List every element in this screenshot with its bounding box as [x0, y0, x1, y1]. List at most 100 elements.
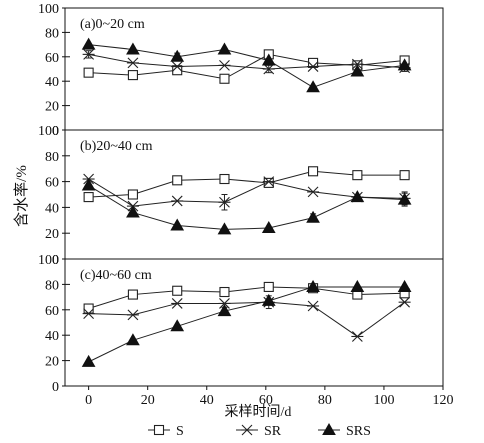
- data-point: [217, 222, 232, 235]
- series-sr: [82, 295, 411, 342]
- x-tick-label: 0: [85, 393, 92, 408]
- data-point: [308, 57, 319, 68]
- legend: S SR SRS: [148, 422, 371, 439]
- data-point: [217, 304, 232, 317]
- y-tick-label: 80: [45, 26, 59, 41]
- legend-marker: [153, 424, 165, 436]
- data-point: [218, 59, 231, 71]
- panel-title: (c)40~60 cm: [80, 268, 152, 283]
- x-tick-label: 100: [373, 393, 394, 408]
- x-axis-label: 采样时间/d: [225, 404, 292, 420]
- data-point: [218, 196, 231, 208]
- data-point: [127, 70, 138, 81]
- legend-item-sr: SR: [236, 424, 282, 439]
- series-srs: [81, 279, 412, 367]
- data-point: [263, 281, 274, 292]
- data-point: [307, 186, 320, 198]
- series-line: [88, 44, 405, 88]
- data-point: [170, 49, 185, 62]
- y-tick-label: 20: [45, 100, 59, 115]
- data-point: [398, 296, 411, 308]
- series-line: [88, 286, 405, 363]
- data-point: [350, 190, 365, 203]
- x-tick-label: 20: [141, 393, 155, 408]
- x-tick-label: 40: [200, 393, 214, 408]
- series-line: [88, 286, 405, 310]
- y-tick-label: 80: [45, 278, 59, 293]
- series-line: [88, 170, 405, 198]
- x-tick-label: 120: [433, 393, 454, 408]
- data-point: [262, 63, 275, 75]
- y-tick-label: 0: [52, 124, 59, 139]
- data-point: [172, 175, 183, 186]
- x-tick-label: 60: [259, 393, 273, 408]
- data-point: [127, 289, 138, 300]
- legend-label: SRS: [346, 424, 371, 439]
- data-point: [219, 73, 230, 84]
- series-line: [88, 53, 405, 70]
- data-point: [170, 319, 185, 332]
- y-tick-label: 40: [45, 201, 59, 216]
- legend-label: SR: [264, 424, 282, 439]
- data-point: [261, 221, 276, 234]
- data-point: [81, 354, 96, 367]
- data-point: [397, 192, 412, 205]
- data-point: [218, 298, 231, 309]
- data-point: [352, 170, 363, 181]
- series-line: [88, 301, 405, 338]
- x-axis-shared: 0 20 40 60 80 100 120: [85, 386, 454, 408]
- data-point: [262, 176, 275, 187]
- y-tick-label: 20: [45, 227, 59, 242]
- data-point: [126, 333, 140, 346]
- data-point: [261, 293, 276, 306]
- legend-label: S: [176, 424, 184, 439]
- data-point: [261, 53, 276, 66]
- y-tick-label: 100: [38, 2, 59, 17]
- series-line: [88, 178, 405, 207]
- y-tick-label: 20: [45, 355, 59, 370]
- legend-item-s: S: [148, 424, 184, 439]
- data-point: [397, 279, 412, 292]
- data-point: [82, 48, 95, 60]
- data-point: [351, 331, 364, 342]
- data-point: [306, 210, 320, 223]
- y-tick-label: 40: [45, 329, 59, 344]
- legend-marker: [241, 424, 253, 436]
- data-point: [351, 58, 364, 70]
- data-point: [399, 170, 410, 181]
- data-point: [219, 286, 230, 298]
- data-point: [308, 166, 319, 177]
- series-sr: [82, 48, 411, 75]
- data-point: [126, 309, 139, 321]
- panel-2: 0 20 40 60 80 100 (b)20~40 cm: [38, 124, 444, 268]
- data-point: [172, 285, 183, 296]
- series-line: [88, 185, 405, 230]
- data-point: [83, 67, 94, 78]
- y-tick-label: 0: [52, 253, 59, 268]
- legend-item-srs: SRS: [318, 422, 371, 439]
- data-point: [306, 279, 320, 292]
- data-point: [81, 178, 96, 191]
- chart-panels: 0 20 40 60 80 100 (a)0~20 cm 0 20 40 60 80 100 (b)20~…: [38, 2, 444, 395]
- y-axis-label: 含水率/%: [13, 165, 30, 227]
- data-point: [83, 192, 94, 203]
- data-point: [126, 205, 140, 218]
- data-point: [82, 308, 95, 319]
- data-point: [172, 65, 183, 76]
- y-tick-label: 80: [45, 150, 59, 165]
- y-tick-label: 60: [45, 51, 59, 66]
- series-srs: [81, 178, 412, 235]
- legend-marker: [322, 422, 336, 435]
- y-tick-label: 100: [38, 124, 59, 139]
- panel-frame: [64, 258, 444, 387]
- data-point: [217, 42, 232, 55]
- data-point: [83, 303, 94, 314]
- x-tick-label: 80: [318, 393, 332, 408]
- data-point: [171, 195, 184, 207]
- data-point: [350, 64, 365, 77]
- data-point: [219, 173, 230, 185]
- y-tick-label: 0: [52, 380, 59, 395]
- data-point: [126, 42, 140, 55]
- y-tick-label: 60: [45, 304, 59, 319]
- y-tick-label: 60: [45, 176, 59, 191]
